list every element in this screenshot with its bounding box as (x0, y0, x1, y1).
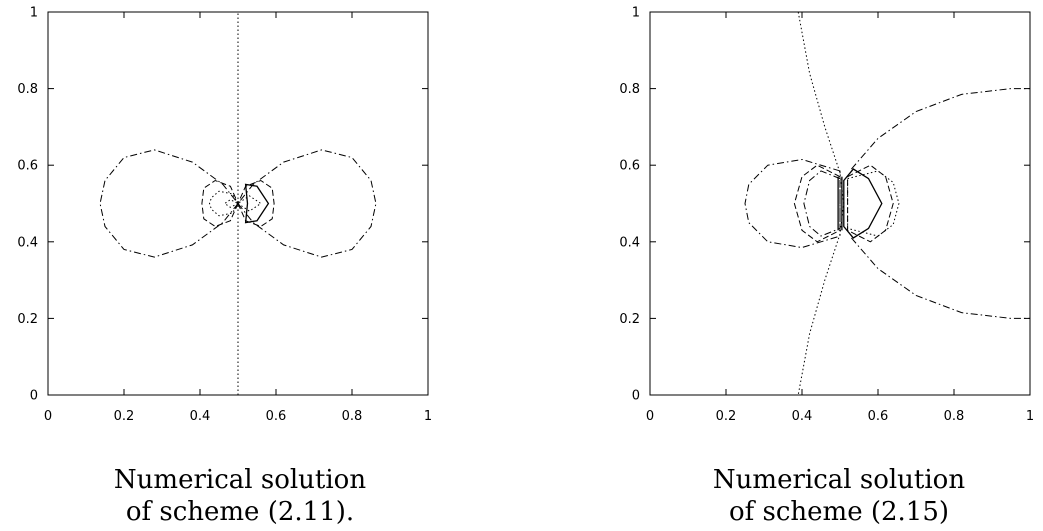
right-contour-line (847, 164, 894, 243)
right-x-tick-label: 1 (1026, 409, 1034, 424)
right-x-tick-label: 0.2 (716, 409, 737, 424)
right-contour-line (744, 158, 841, 249)
left-x-tick-label: 0.2 (114, 409, 135, 424)
left-contour-line (223, 199, 240, 208)
left-plot: 0 0.2 0.4 0.6 0.8 1 0 0.2 0.4 0.6 0.8 1 (17, 6, 432, 425)
left-contour-line (237, 195, 262, 212)
right-y-tick-label: 0 (632, 389, 640, 404)
right-x-tick-label: 0.4 (792, 409, 813, 424)
left-contour-line (99, 149, 239, 258)
left-x-tick-label: 0 (44, 409, 52, 424)
left-y-tick-label: 0 (30, 389, 38, 404)
right-contour-line (851, 88, 1030, 170)
right-caption: Numerical solution of scheme (2.15) (689, 464, 989, 528)
left-caption-line-1: Numerical solution (113, 465, 367, 495)
left-y-tick-label: 0.2 (17, 312, 38, 327)
left-y-tick-label: 0.8 (17, 82, 38, 97)
right-y-tick-label: 0.2 (619, 312, 640, 327)
right-contour-line (843, 168, 883, 239)
left-contour-line (201, 179, 239, 228)
right-contour-line (797, 11, 845, 396)
right-x-tick-label: 0.8 (944, 409, 965, 424)
right-contour-line (847, 170, 900, 237)
left-caption: Numerical solution of scheme (2.11). (90, 464, 390, 528)
left-x-tick-label: 1 (424, 409, 432, 424)
right-x-tick-label: 0 (646, 409, 654, 424)
left-x-tick-label: 0.8 (342, 409, 363, 424)
left-contour-line (237, 149, 377, 258)
right-y-tick-label: 1 (632, 6, 640, 21)
left-contour-line (208, 190, 239, 217)
left-caption-line-2: of scheme (2.11). (125, 497, 355, 527)
left-y-tick-label: 0.6 (17, 159, 38, 174)
right-contour-line (851, 237, 1030, 319)
left-y-tick-label: 0.4 (17, 235, 38, 250)
right-contour-line (803, 170, 841, 237)
right-y-tick-label: 0.8 (619, 82, 640, 97)
left-x-tick-label: 0.6 (266, 409, 287, 424)
right-x-tick-label: 0.6 (868, 409, 889, 424)
right-caption-line-2: of scheme (2.15) (728, 497, 950, 527)
right-contour-line (793, 164, 841, 243)
left-y-tick-label: 1 (30, 6, 38, 21)
left-contour-line (237, 179, 275, 228)
right-y-tick-label: 0.4 (619, 235, 640, 250)
left-x-tick-label: 0.4 (190, 409, 211, 424)
left-contour-line (244, 183, 270, 224)
right-plot-frame (649, 11, 1031, 396)
right-caption-line-1: Numerical solution (712, 465, 966, 495)
right-y-tick-label: 0.6 (619, 159, 640, 174)
right-plot: 0 0.2 0.4 0.6 0.8 1 0 0.2 0.4 0.6 0.8 1 (619, 6, 1034, 425)
